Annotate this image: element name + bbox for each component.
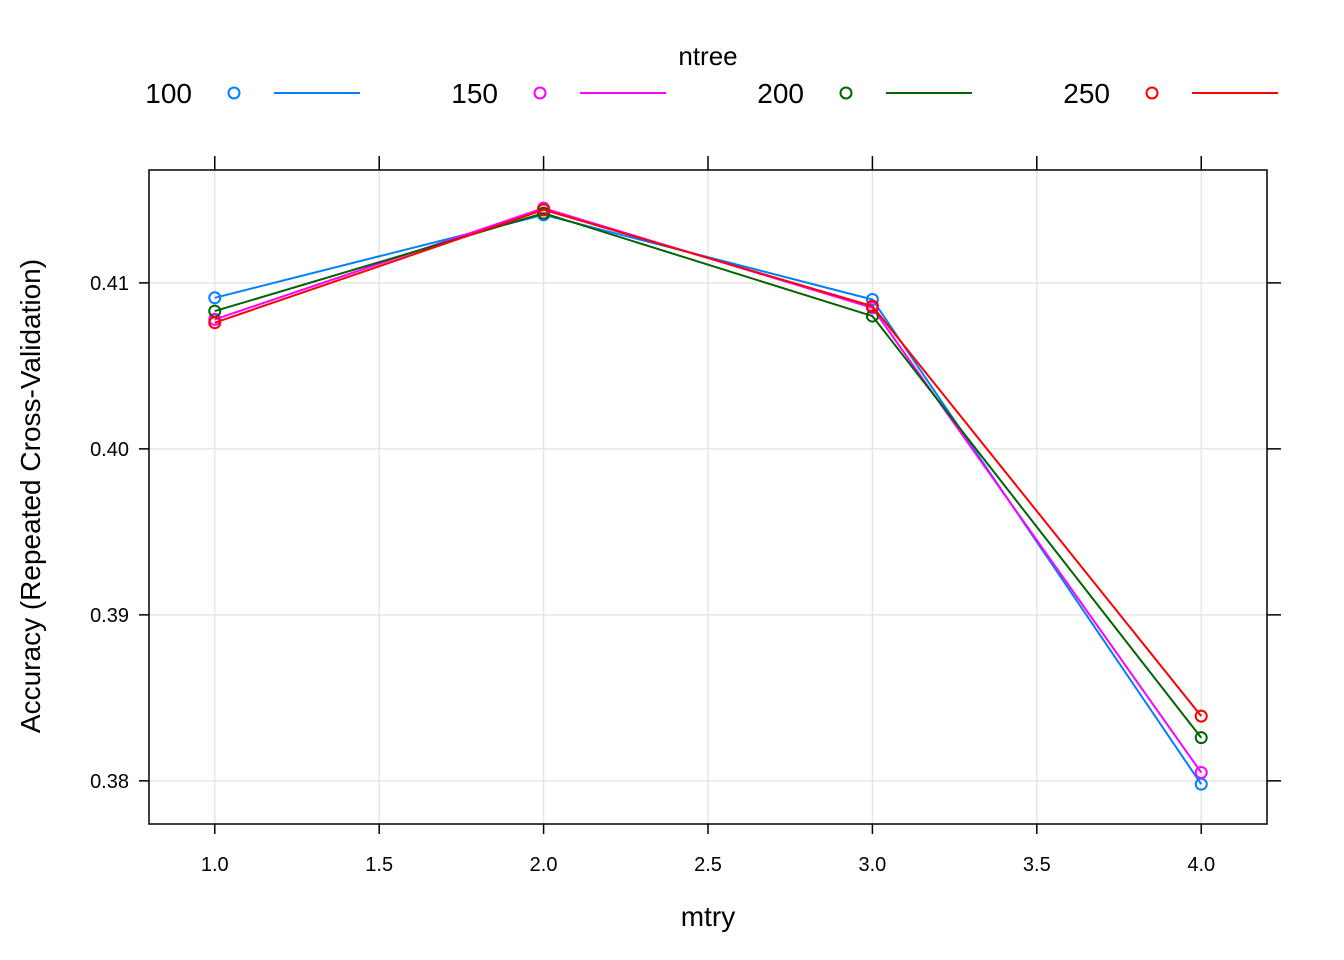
legend-item-150: 150 — [451, 78, 666, 109]
data-point — [865, 299, 879, 313]
y-tick-label: 0.40 — [90, 439, 129, 461]
legend: ntree 100 150 200 250 — [145, 41, 1278, 109]
data-point — [1194, 709, 1208, 723]
data-point — [208, 316, 222, 330]
data-point — [1194, 766, 1208, 780]
legend-item-200: 200 — [757, 78, 972, 109]
x-tick-label: 2.0 — [530, 854, 558, 876]
x-axis-title: mtry — [681, 901, 735, 932]
x-tick-label: 2.5 — [694, 854, 722, 876]
x-tick-label: 4.0 — [1187, 854, 1215, 876]
y-tick-label: 0.38 — [90, 771, 129, 793]
x-tick-label: 3.0 — [859, 854, 887, 876]
x-tick-label: 1.0 — [201, 854, 229, 876]
legend-item-100: 100 — [145, 78, 360, 109]
legend-title: ntree — [678, 41, 737, 71]
x-tick-label: 3.5 — [1023, 854, 1051, 876]
legend-label: 250 — [1063, 78, 1110, 109]
legend-point-marker — [227, 86, 241, 100]
y-axis-title: Accuracy (Repeated Cross-Validation) — [15, 259, 46, 733]
y-tick-label: 0.41 — [90, 273, 129, 295]
data-point — [865, 309, 879, 323]
axis-ticks: 1.0 1.5 2.0 2.5 3.0 3.5 4.0 0.38 0.39 0.40 0.41 — [90, 156, 1281, 876]
legend-point-marker — [1145, 86, 1159, 100]
data-point — [865, 292, 879, 306]
series-250 — [208, 203, 1208, 723]
data-point — [537, 203, 551, 217]
legend-label: 200 — [757, 78, 804, 109]
data-point — [208, 291, 222, 305]
legend-point-marker — [533, 86, 547, 100]
series-line — [214, 208, 1202, 717]
series-line — [214, 212, 1202, 739]
y-tick-label: 0.39 — [90, 605, 129, 627]
legend-item-250: 250 — [1063, 78, 1278, 109]
legend-point-marker — [839, 86, 853, 100]
data-point — [1194, 731, 1208, 745]
series-group — [208, 201, 1208, 791]
legend-label: 150 — [451, 78, 498, 109]
x-tick-label: 1.5 — [365, 854, 393, 876]
legend-label: 100 — [145, 78, 192, 109]
gridlines — [149, 170, 1267, 824]
